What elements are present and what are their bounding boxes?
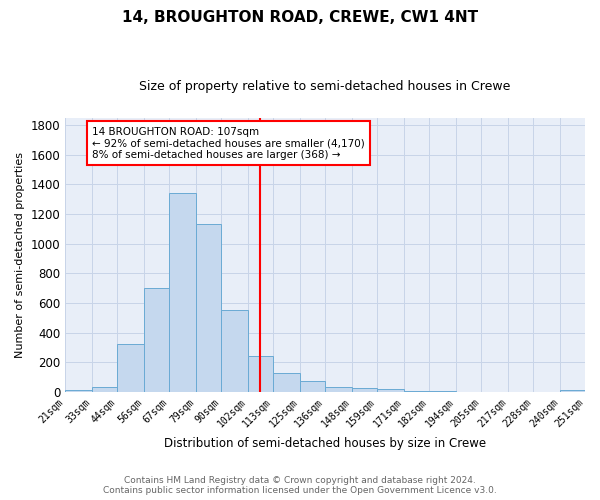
Bar	[325, 388, 352, 392]
Bar	[560, 390, 585, 392]
Y-axis label: Number of semi-detached properties: Number of semi-detached properties	[15, 152, 25, 358]
Bar	[248, 356, 273, 392]
X-axis label: Distribution of semi-detached houses by size in Crewe: Distribution of semi-detached houses by …	[164, 437, 486, 450]
Bar	[196, 224, 221, 392]
Bar	[273, 374, 300, 392]
Bar	[92, 388, 117, 392]
Bar	[169, 194, 196, 392]
Bar	[352, 388, 377, 392]
Bar	[300, 382, 325, 392]
Text: 14, BROUGHTON ROAD, CREWE, CW1 4NT: 14, BROUGHTON ROAD, CREWE, CW1 4NT	[122, 10, 478, 25]
Title: Size of property relative to semi-detached houses in Crewe: Size of property relative to semi-detach…	[139, 80, 511, 93]
Bar	[117, 344, 144, 392]
Bar	[429, 391, 456, 392]
Bar	[377, 389, 404, 392]
Text: Contains HM Land Registry data © Crown copyright and database right 2024.
Contai: Contains HM Land Registry data © Crown c…	[103, 476, 497, 495]
Bar	[144, 288, 169, 392]
Bar	[221, 310, 248, 392]
Bar	[65, 390, 92, 392]
Bar	[404, 391, 429, 392]
Text: 14 BROUGHTON ROAD: 107sqm
← 92% of semi-detached houses are smaller (4,170)
8% o: 14 BROUGHTON ROAD: 107sqm ← 92% of semi-…	[92, 126, 365, 160]
